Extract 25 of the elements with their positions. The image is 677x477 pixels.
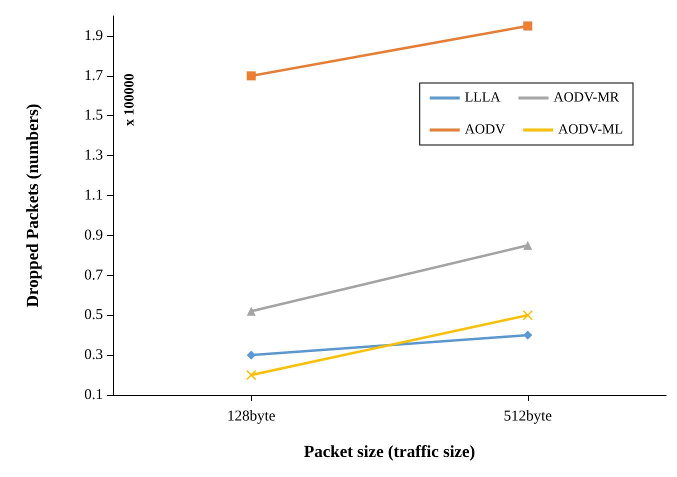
point	[522, 310, 533, 320]
annotation: x 100000	[122, 74, 138, 126]
y-tick-label: 0.9	[84, 227, 103, 244]
legend-label: LLLA	[464, 90, 502, 106]
x-tick-label: 128byte	[227, 408, 276, 424]
y-tick-label: 1.3	[84, 148, 103, 164]
point	[523, 21, 532, 30]
y-tick-label: 1.7	[84, 68, 104, 84]
y-tick-label: 0.5	[84, 307, 103, 324]
point	[246, 370, 256, 380]
y-tick-label: 0.7	[84, 267, 104, 284]
legend-label: AODV-MR	[554, 90, 620, 106]
point	[523, 330, 532, 340]
y-tick-label: 0.3	[84, 347, 103, 364]
legend-label: AODV-ML	[558, 122, 624, 138]
x-tick-label: 512byte	[504, 408, 552, 424]
y-tick-label: 1.1	[84, 188, 103, 204]
point	[246, 350, 256, 360]
y-axis-title: Dropped Packets (numbers)	[23, 104, 42, 308]
x-axis-title: Packet size (traffic size)	[304, 442, 476, 461]
y-tick-label: 0.1	[84, 387, 103, 403]
y-tick-label: 1.5	[84, 108, 103, 124]
legend-label: AODV	[464, 122, 506, 138]
y-tick-label: 1.9	[84, 28, 103, 44]
point	[246, 71, 256, 80]
